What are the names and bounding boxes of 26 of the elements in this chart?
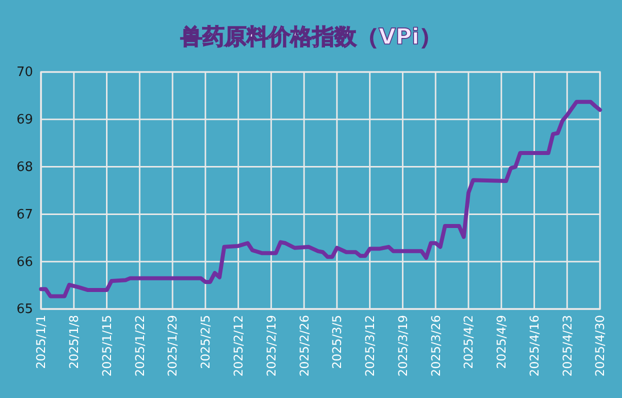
x-tick-label: 2025/4/9 xyxy=(494,315,509,369)
x-tick-label: 2025/1/1 xyxy=(34,315,48,369)
x-tick-label: 2025/2/5 xyxy=(198,315,213,369)
x-tick-label: 2025/3/12 xyxy=(363,315,378,377)
y-tick-label: 67 xyxy=(16,207,33,222)
chart-title: 兽药原料价格指数（VPi） xyxy=(180,25,442,50)
x-tick-label: 2025/1/15 xyxy=(100,315,114,377)
line-series xyxy=(39,100,602,298)
x-tick-label: 2025/4/30 xyxy=(593,315,608,377)
x-tick-label: 2025/2/26 xyxy=(297,315,312,377)
x-tick-label: 2025/4/2 xyxy=(462,315,476,369)
x-tick-label: 2025/4/23 xyxy=(560,315,574,377)
x-tick-label: 2025/2/12 xyxy=(231,315,246,377)
x-tick-label: 2025/3/19 xyxy=(396,315,410,377)
x-tick-label: 2025/1/29 xyxy=(166,315,180,377)
x-tick-label: 2025/1/22 xyxy=(132,315,147,377)
y-tick-label: 70 xyxy=(16,65,33,80)
x-tick-label: 2025/1/8 xyxy=(67,315,82,369)
y-tick-label: 66 xyxy=(16,254,33,270)
x-tick-label: 2025/4/16 xyxy=(527,315,542,377)
y-tick-label: 65 xyxy=(16,302,33,318)
x-tick-label: 2025/2/19 xyxy=(264,315,278,377)
y-tick-label: 68 xyxy=(16,160,33,175)
y-tick-label: 69 xyxy=(16,112,33,128)
x-tick-label: 2025/3/5 xyxy=(330,315,344,369)
x-tick-label: 2025/3/26 xyxy=(428,315,443,377)
